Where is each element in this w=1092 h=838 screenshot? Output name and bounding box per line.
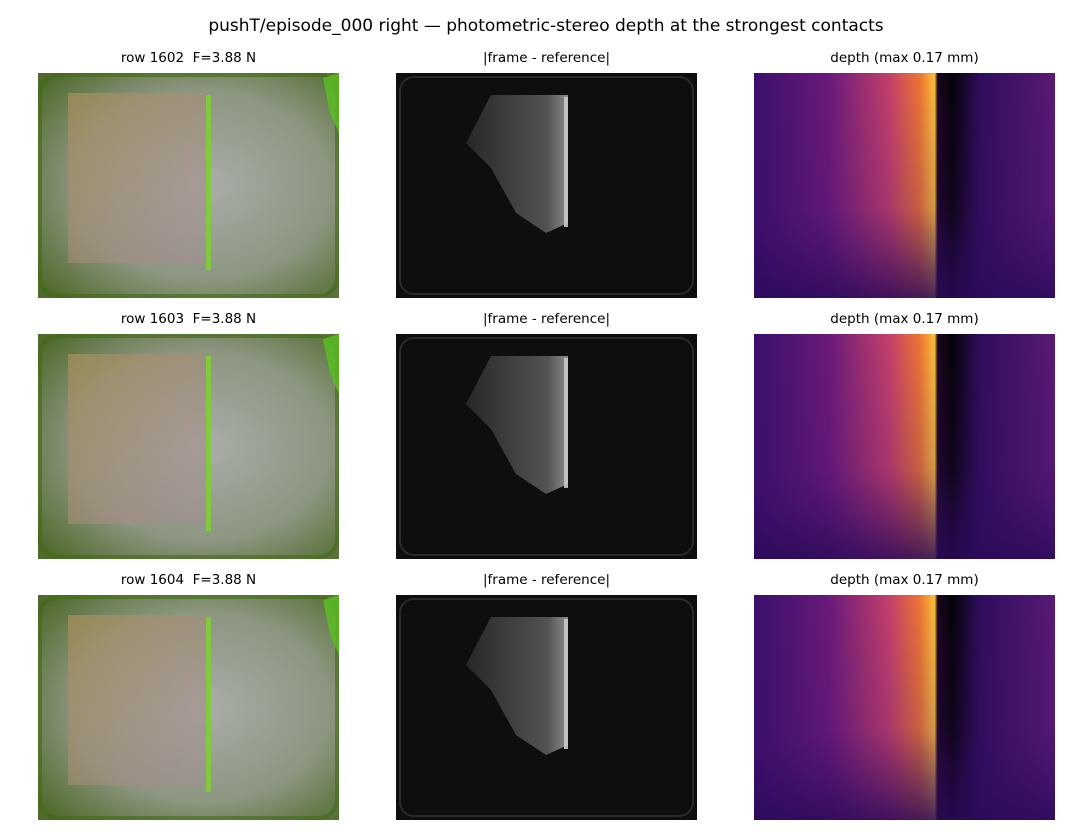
image-content xyxy=(754,73,1055,298)
green-glare xyxy=(323,334,339,394)
contact-patch xyxy=(466,95,568,233)
depth-fade xyxy=(754,334,1055,559)
frame-border xyxy=(399,76,694,295)
image-content xyxy=(754,595,1055,820)
contact-patch xyxy=(466,617,568,755)
panel-title: |frame - reference| xyxy=(483,572,610,588)
panel-image xyxy=(754,334,1055,559)
contact-patch xyxy=(68,615,208,785)
figure-title: pushT/episode_000 right — photometric-st… xyxy=(208,16,883,36)
contact-patch xyxy=(466,356,568,494)
contact-patch xyxy=(68,93,208,263)
panel-image xyxy=(38,595,339,820)
contact-edge xyxy=(564,358,568,488)
depth-fade xyxy=(754,595,1055,820)
image-content xyxy=(38,73,339,298)
panel-image xyxy=(754,73,1055,298)
contact-patch xyxy=(68,354,208,524)
contact-edge xyxy=(564,619,568,749)
panel-title: row 1602 F=3.88 N xyxy=(121,50,256,66)
image-content xyxy=(38,334,339,559)
panel-title: depth (max 0.17 mm) xyxy=(830,572,978,588)
panel-image xyxy=(396,595,697,820)
panel-title: row 1604 F=3.88 N xyxy=(121,572,256,588)
panel-title: row 1603 F=3.88 N xyxy=(121,311,256,327)
frame-border xyxy=(399,598,694,817)
contact-edge xyxy=(564,97,568,227)
panel-title: |frame - reference| xyxy=(483,311,610,327)
panel-image xyxy=(754,595,1055,820)
frame-border xyxy=(399,337,694,556)
frame-border xyxy=(38,73,339,298)
panel-title: depth (max 0.17 mm) xyxy=(830,50,978,66)
image-content xyxy=(396,334,697,559)
image-content xyxy=(754,334,1055,559)
panel-image xyxy=(396,73,697,298)
contact-edge xyxy=(206,617,211,792)
panel-image xyxy=(38,334,339,559)
image-content xyxy=(38,595,339,820)
panel-image xyxy=(396,334,697,559)
green-glare xyxy=(323,595,339,655)
panel-image xyxy=(38,73,339,298)
contact-edge xyxy=(206,356,211,531)
depth-fade xyxy=(754,73,1055,298)
contact-edge xyxy=(206,95,211,270)
frame-border xyxy=(38,595,339,820)
image-content xyxy=(396,595,697,820)
panel-title: |frame - reference| xyxy=(483,50,610,66)
panel-title: depth (max 0.17 mm) xyxy=(830,311,978,327)
frame-border xyxy=(38,334,339,559)
green-glare xyxy=(323,73,339,133)
image-content xyxy=(396,73,697,298)
